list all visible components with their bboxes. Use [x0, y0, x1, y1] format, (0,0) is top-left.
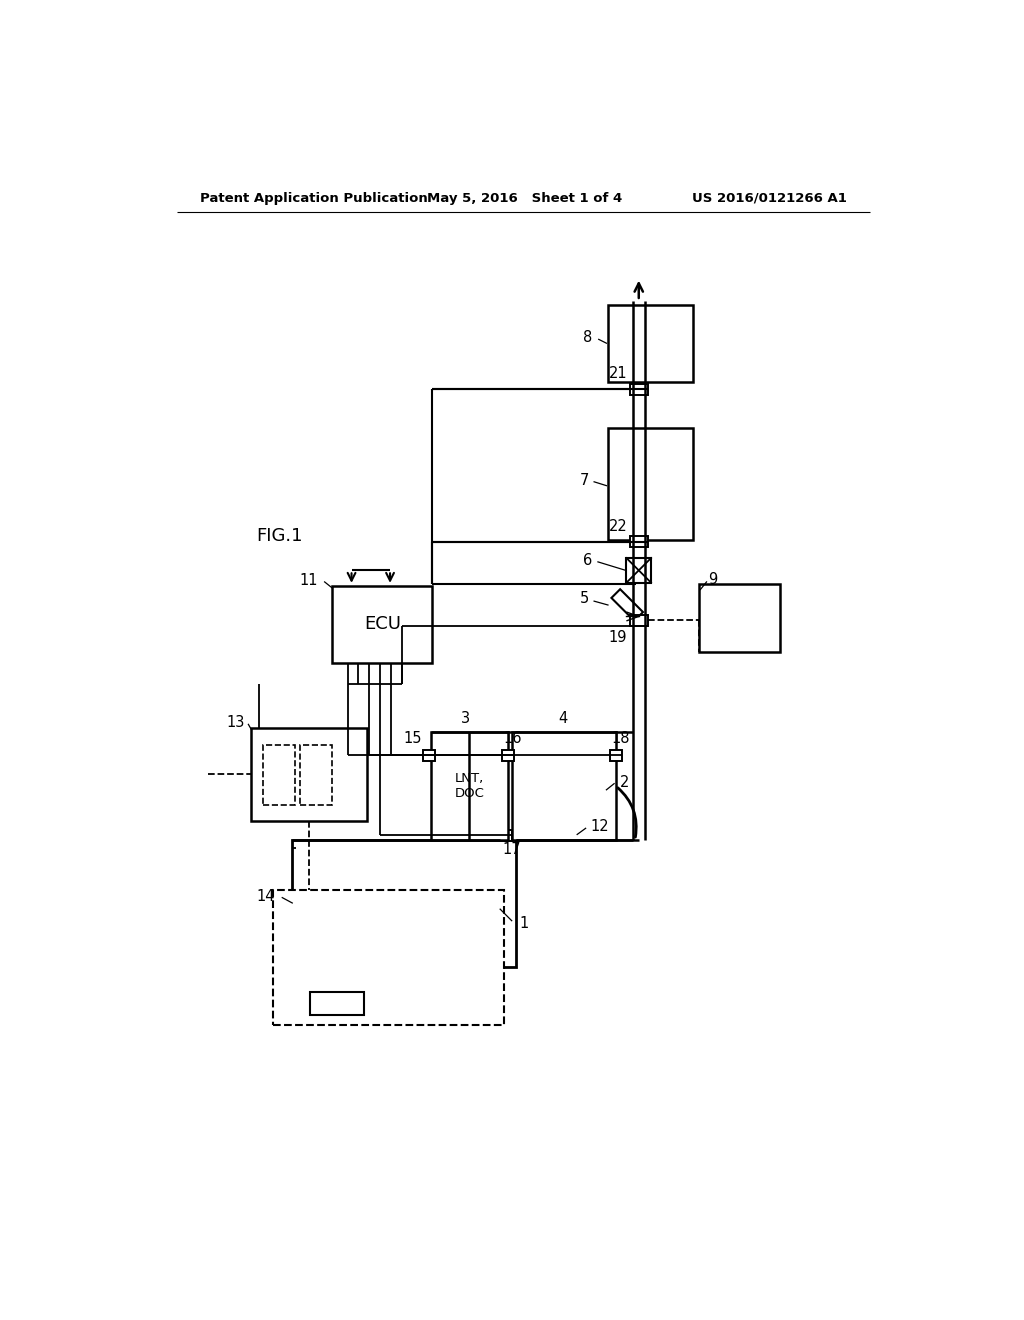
Text: 21: 21	[608, 367, 628, 381]
Bar	[273, 890, 504, 1024]
Text: 19: 19	[608, 630, 628, 645]
Bar	[609, 750, 622, 760]
Text: 12: 12	[590, 820, 609, 834]
Text: 16: 16	[503, 731, 522, 746]
Text: 13: 13	[226, 715, 245, 730]
Text: 6: 6	[584, 553, 593, 568]
Bar	[423, 750, 435, 760]
Bar	[431, 733, 508, 840]
Text: 11: 11	[299, 573, 317, 587]
Bar	[512, 733, 615, 840]
Text: 2: 2	[620, 775, 629, 789]
Text: 14: 14	[257, 888, 275, 904]
Text: LNT,
DOC: LNT, DOC	[455, 772, 484, 800]
Bar	[502, 750, 514, 760]
Text: 15: 15	[403, 731, 422, 746]
Text: FIG.1: FIG.1	[256, 527, 302, 545]
Text: US 2016/0121266 A1: US 2016/0121266 A1	[692, 191, 847, 205]
Text: ECU: ECU	[364, 615, 400, 634]
Text: 18: 18	[611, 731, 630, 746]
Bar	[252, 729, 367, 821]
Bar	[300, 744, 333, 805]
Text: 17: 17	[503, 842, 521, 858]
Text: 7: 7	[580, 473, 589, 488]
Text: May 5, 2016   Sheet 1 of 4: May 5, 2016 Sheet 1 of 4	[427, 191, 623, 205]
Bar	[630, 536, 648, 548]
Bar	[630, 615, 648, 626]
Bar	[310, 993, 364, 1015]
Text: 3: 3	[461, 710, 470, 726]
Text: 8: 8	[584, 330, 593, 346]
Bar	[627, 558, 651, 582]
Text: 9: 9	[708, 572, 717, 587]
Text: 4: 4	[559, 710, 568, 726]
Text: 5: 5	[580, 591, 589, 606]
Bar	[333, 586, 432, 663]
Text: 1: 1	[519, 916, 528, 931]
Text: Patent Application Publication: Patent Application Publication	[200, 191, 428, 205]
Bar	[292, 840, 515, 966]
Bar	[608, 305, 692, 381]
Bar	[611, 589, 643, 620]
Bar	[698, 585, 779, 652]
Bar	[608, 428, 692, 540]
Bar	[500, 830, 512, 841]
Text: 22: 22	[608, 519, 628, 535]
Bar	[630, 384, 648, 395]
Bar	[263, 744, 295, 805]
